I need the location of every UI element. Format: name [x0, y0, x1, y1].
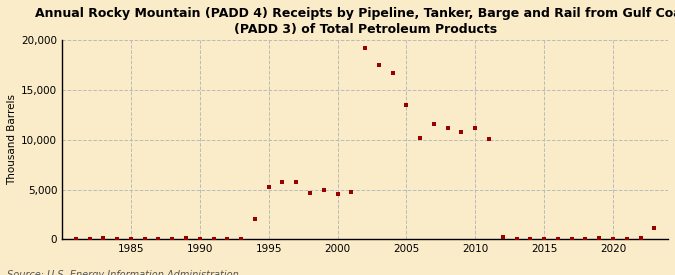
Point [442, 126, 453, 130]
Point [112, 236, 123, 241]
Point [497, 235, 508, 240]
Point [511, 237, 522, 241]
Point [539, 237, 549, 242]
Point [360, 46, 371, 51]
Point [483, 137, 494, 141]
Point [332, 191, 343, 196]
Point [346, 189, 356, 194]
Point [649, 226, 659, 231]
Y-axis label: Thousand Barrels: Thousand Barrels [7, 94, 17, 185]
Point [594, 236, 605, 241]
Point [250, 216, 261, 221]
Point [194, 237, 205, 241]
Point [373, 63, 384, 67]
Point [222, 236, 233, 241]
Point [456, 130, 467, 134]
Point [429, 122, 439, 126]
Point [470, 126, 481, 130]
Point [98, 236, 109, 241]
Point [208, 237, 219, 241]
Point [84, 237, 95, 241]
Point [126, 237, 136, 241]
Point [70, 237, 81, 242]
Point [608, 237, 618, 242]
Title: Annual Rocky Mountain (PADD 4) Receipts by Pipeline, Tanker, Barge and Rail from: Annual Rocky Mountain (PADD 4) Receipts … [35, 7, 675, 37]
Point [236, 237, 246, 241]
Point [387, 71, 398, 75]
Point [139, 236, 150, 241]
Point [263, 185, 274, 189]
Point [525, 237, 536, 241]
Point [635, 236, 646, 241]
Point [414, 136, 425, 140]
Point [319, 188, 329, 192]
Point [291, 180, 302, 184]
Point [580, 237, 591, 242]
Point [304, 191, 315, 195]
Point [401, 103, 412, 107]
Point [153, 237, 164, 241]
Point [622, 237, 632, 242]
Point [566, 237, 577, 242]
Point [552, 237, 563, 242]
Point [277, 180, 288, 184]
Point [181, 236, 192, 241]
Point [167, 236, 178, 241]
Text: Source: U.S. Energy Information Administration: Source: U.S. Energy Information Administ… [7, 271, 238, 275]
